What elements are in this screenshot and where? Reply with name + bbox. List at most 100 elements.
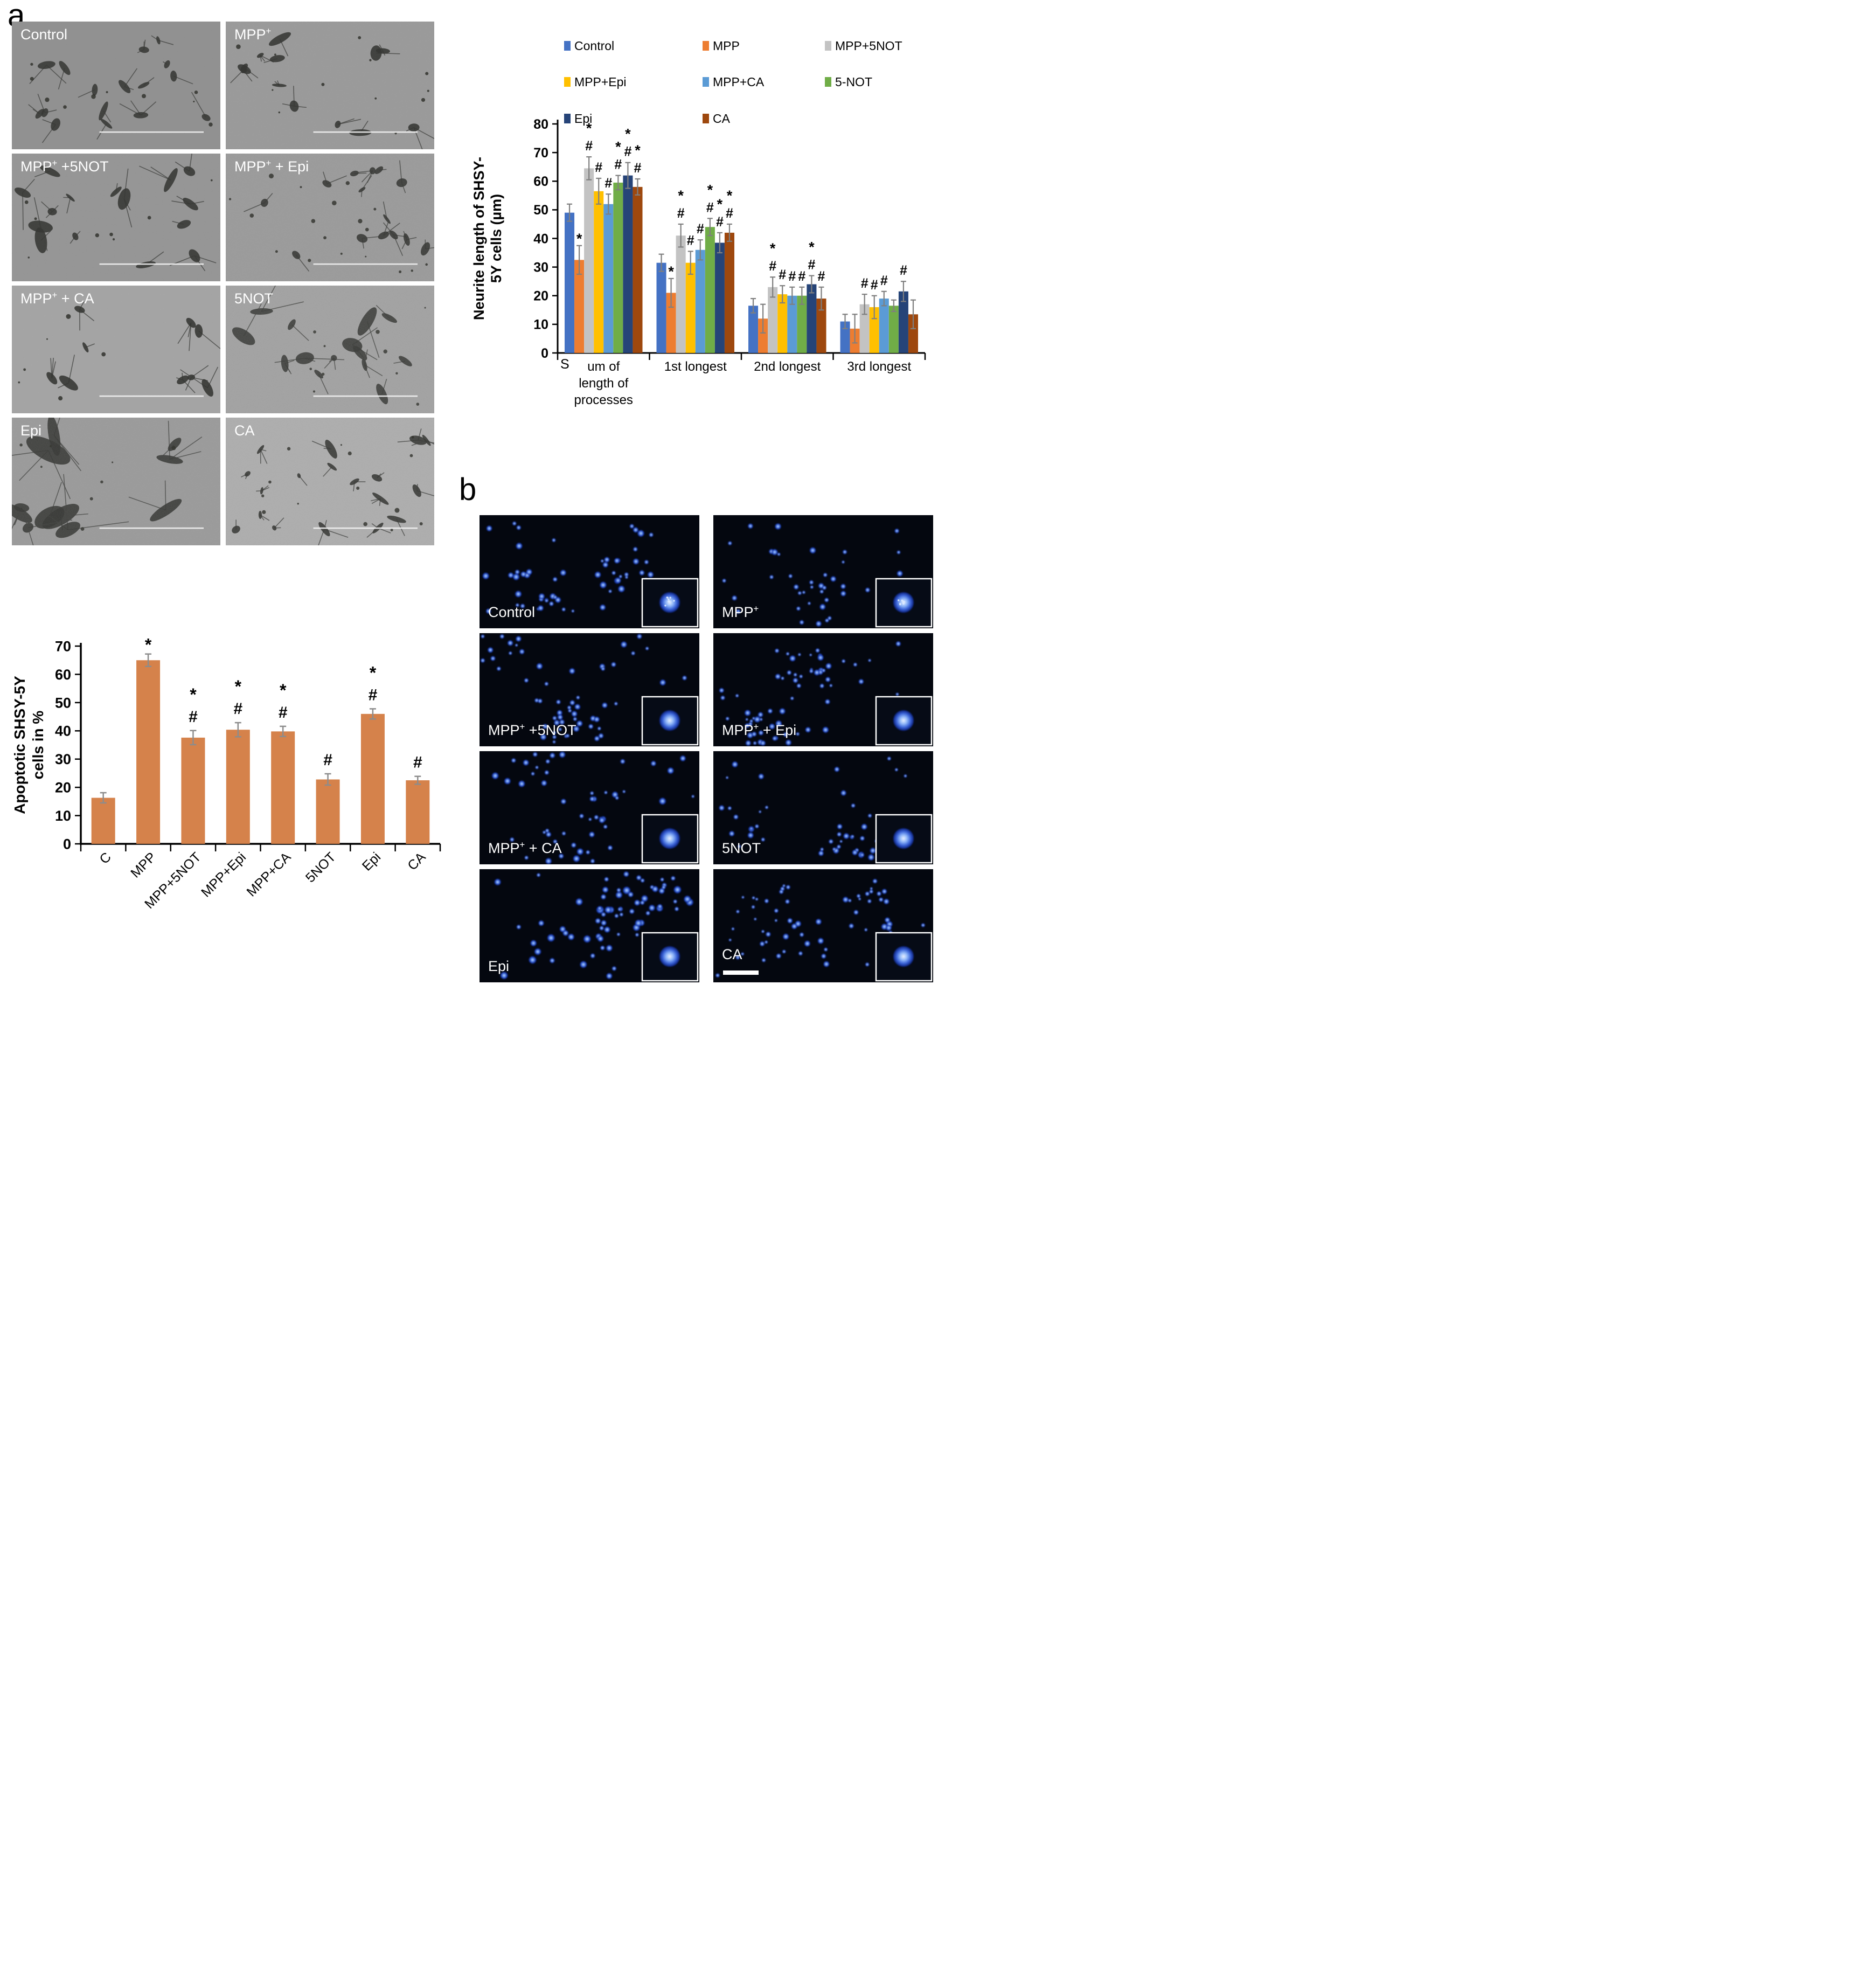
sig-hash: # (880, 273, 888, 288)
y-tick-label: 30 (533, 260, 548, 275)
x-category-label: processes (574, 393, 633, 407)
bar-5-NOT-1st longest (705, 227, 715, 353)
bar-CA-1st longest (724, 232, 734, 353)
bar-MPP+5NOT (181, 737, 205, 844)
micrograph-label-text: 5NOT (722, 840, 761, 856)
y-axis-title-line: Apoptotic SHSY-5Y (11, 676, 28, 814)
micrograph-label-superscript: + (266, 158, 272, 168)
bar-Control-2nd longest (748, 306, 759, 353)
sig-hash: # (677, 206, 685, 221)
micrograph-label: MPP+ (722, 604, 759, 621)
micrograph-label-text: +5NOT (525, 722, 576, 738)
micrograph-label: 5NOT (722, 840, 761, 857)
bar-Control-1st longest (656, 262, 666, 353)
x-category-label: CA (405, 849, 429, 873)
scale-bar (99, 131, 204, 133)
bar-Epi-2nd longest (807, 284, 817, 353)
sig-hash: # (697, 221, 704, 237)
bar-Epi-Sum of length of processes (623, 175, 633, 353)
scale-bar (99, 263, 204, 265)
sig-hash: # (595, 160, 602, 175)
chart-legend: Control MPP MPP+5NOT MPP+Epi MPP+CA 5-NOT Epi C… (564, 39, 902, 126)
sig-star: * (717, 196, 723, 212)
legend-swatch-MPP (703, 41, 709, 51)
sig-star: * (280, 681, 287, 700)
sig-hash: # (900, 263, 907, 278)
y-axis-title-line: 5Y cells (µm) (488, 194, 504, 283)
dapi-fluorescence-micrograph (480, 751, 699, 864)
bar-MPP-1st longest (666, 293, 676, 353)
sig-star: * (235, 677, 242, 696)
phase-contrast-micrograph (12, 418, 220, 545)
micrograph-label-superscript: + (519, 722, 525, 732)
bar-MPP+CA-Sum of length of processes (603, 204, 614, 353)
bar-MPP+5NOT-2nd longest (768, 287, 778, 353)
micrograph-label-text: MPP (722, 604, 754, 620)
y-tick-label: 20 (55, 780, 71, 796)
bar-group-1st longest: *#*###*#*#* (656, 182, 734, 353)
bar-Epi-3rd longest (898, 291, 908, 353)
y-axis-title-line: Neurite length of SHSY- (471, 157, 487, 320)
micrograph-label: MPP+ +5NOT (20, 158, 109, 175)
sig-hash: # (605, 176, 612, 191)
dapi-fluorescence-micrograph (480, 515, 699, 628)
micrograph-label-text: CA (234, 422, 255, 439)
scale-bar (313, 131, 418, 133)
inset-nucleus (893, 946, 914, 967)
x-category-label: 3rd longest (847, 359, 911, 374)
sig-star: * (770, 240, 776, 256)
legend-swatch-5-NOT (825, 77, 831, 87)
micrograph-label-text: MPP (488, 840, 520, 856)
micrograph-label: Control (488, 604, 535, 621)
film-grain-texture (226, 286, 434, 413)
legend-swatch-MPP+Epi (564, 77, 571, 87)
sig-hash: # (687, 233, 694, 248)
legend-label: MPP+CA (713, 75, 765, 89)
panel-b-label: b (459, 472, 477, 507)
nuclei-field (715, 878, 929, 978)
apoptotic-cells-bar-chart: 0 10 20 30 40 50 60 70 Apoptotic SHSY-5Y cells in… (11, 635, 441, 912)
panel-a-tile-3: MPP+ + Epi (226, 154, 434, 281)
sig-hash: # (861, 276, 868, 291)
sig-hash: # (818, 269, 825, 284)
y-tick-label: 60 (533, 174, 548, 189)
panel-b-tile-2: MPP+ +5NOT (480, 633, 699, 746)
legend-label: MPP (713, 39, 740, 53)
dapi-fluorescence-micrograph (713, 633, 933, 746)
legend-swatch-CA (703, 114, 709, 123)
legend-label: Epi (574, 112, 592, 126)
bar-CA (406, 780, 430, 844)
sig-hash: # (716, 214, 724, 230)
micrograph-label: MPP+ + Epi (722, 722, 796, 739)
micrograph-label-text: Epi (20, 422, 42, 439)
micrograph-label-text: MPP (488, 722, 520, 738)
panel-a-micrograph-grid: Control MPP+ MPP+ +5NOT MPP+ + Epi MPP+ + CA… (12, 22, 434, 545)
micrograph-label-text: MPP (20, 290, 52, 307)
phase-contrast-micrograph (12, 154, 220, 281)
micrograph-label: Control (20, 26, 67, 43)
y-axis-title: Neurite length of SHSY- 5Y cells (µm) (471, 157, 504, 320)
y-tick-label: 30 (55, 751, 71, 767)
y-tick-label: 40 (533, 231, 548, 246)
phase-contrast-micrograph (226, 154, 434, 281)
bar-MPP+CA-1st longest (695, 249, 705, 353)
micrograph-label: 5NOT (234, 290, 273, 307)
sig-hash: # (779, 267, 786, 282)
micrograph-label: MPP+ (234, 26, 271, 43)
panel-b-tile-4: MPP+ + CA (480, 751, 699, 864)
sig-star: * (727, 188, 733, 204)
sig-hash: # (808, 258, 815, 273)
sig-hash: # (413, 754, 422, 772)
micrograph-label-text: Epi (488, 958, 510, 974)
bar-C (91, 798, 115, 844)
y-tick-label: 60 (55, 667, 71, 683)
dapi-fluorescence-micrograph (713, 515, 933, 628)
bar-group-3rd longest: # # ## (840, 263, 918, 353)
y-tick-label: 40 (55, 723, 71, 739)
sig-hash: # (769, 259, 776, 274)
y-tick-label: 20 (533, 289, 548, 304)
micrograph-label: CA (234, 422, 255, 439)
micrograph-label-text: + CA (57, 290, 94, 307)
y-tick-label: 50 (533, 203, 548, 218)
sig-hash: # (788, 269, 796, 284)
